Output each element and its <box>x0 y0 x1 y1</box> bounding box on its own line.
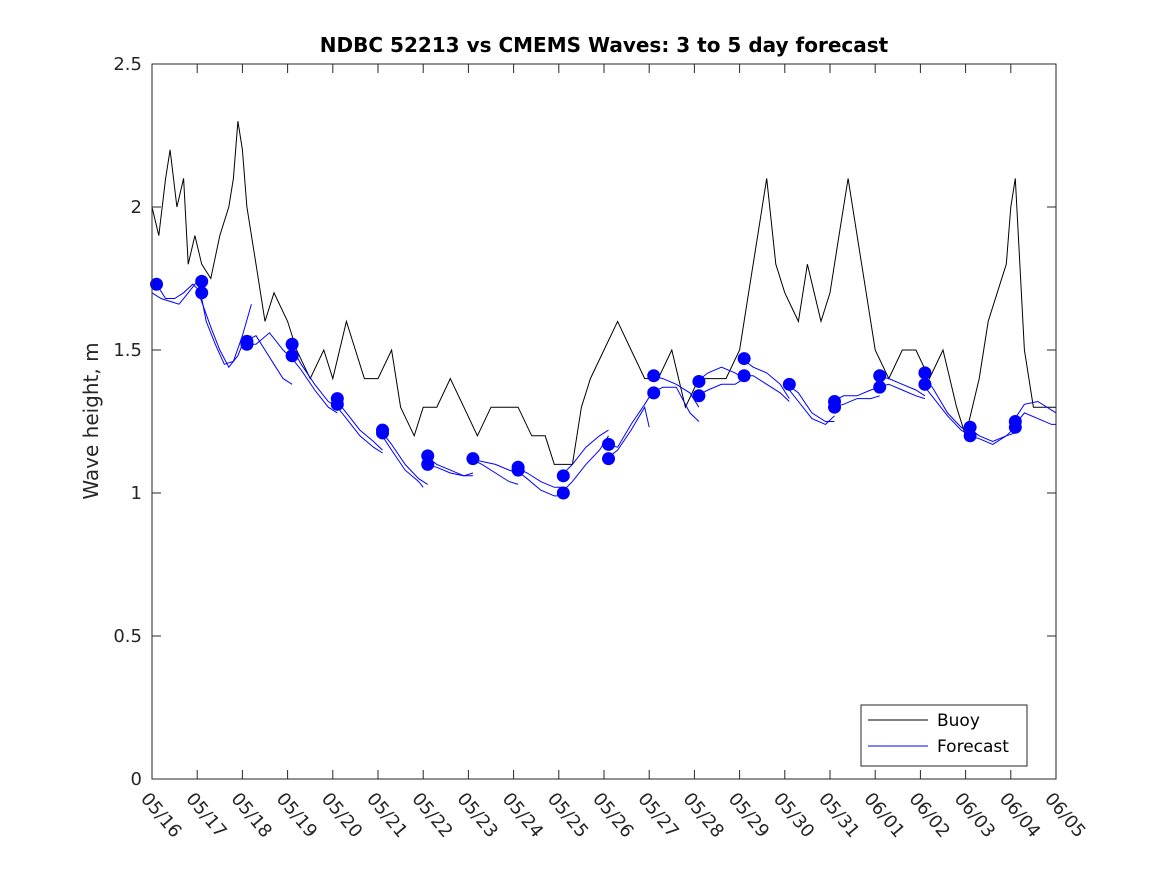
y-tick-label-2: 1 <box>131 483 142 504</box>
forecast-marker-21 <box>647 386 661 400</box>
forecast-line-2 <box>199 287 252 365</box>
x-tick-label-2: 05/18 <box>227 789 276 842</box>
forecast-marker-12 <box>421 457 435 471</box>
forecast-marker-1 <box>195 274 209 288</box>
x-tick-label-1: 05/17 <box>181 789 230 842</box>
forecast-line-15 <box>470 458 519 485</box>
x-tick-label-17: 06/02 <box>905 789 954 842</box>
forecast-line-7 <box>289 355 338 414</box>
series-line-buoy <box>151 121 1056 465</box>
forecast-marker-6 <box>285 349 299 363</box>
forecast-marker-15 <box>511 463 525 477</box>
forecast-marker-8 <box>330 397 344 411</box>
x-tick-label-5: 05/21 <box>362 789 411 842</box>
y-axis-ticks: 0 0.5 1 1.5 2 2.5 <box>113 54 1056 790</box>
x-tick-label-16: 06/01 <box>859 789 908 842</box>
x-tick-label-4: 05/20 <box>317 789 366 842</box>
forecast-line-18 <box>560 429 609 477</box>
forecast-marker-23 <box>692 389 706 403</box>
x-tick-label-19: 06/04 <box>995 789 1044 842</box>
forecast-marker-26 <box>782 377 796 391</box>
forecast-line-39 <box>1012 412 1056 428</box>
forecast-marker-4 <box>240 337 254 351</box>
forecast-marker-32 <box>918 377 932 391</box>
x-tick-label-15: 05/31 <box>814 789 863 842</box>
chart-title: NDBC 52213 vs CMEMS Waves: 3 to 5 day fo… <box>320 33 889 57</box>
forecast-line-10 <box>379 429 428 485</box>
forecast-marker-0 <box>150 277 164 291</box>
forecast-marker-28 <box>828 400 842 414</box>
x-tick-label-10: 05/26 <box>588 789 637 842</box>
x-tick-label-8: 05/24 <box>498 789 547 842</box>
forecast-marker-36 <box>1008 420 1022 434</box>
x-tick-label-11: 05/27 <box>633 789 682 842</box>
x-tick-label-12: 05/28 <box>679 789 728 842</box>
y-tick-label-3: 1.5 <box>113 340 142 361</box>
forecast-line-9 <box>334 403 383 454</box>
forecast-marker-29 <box>873 369 887 383</box>
x-tick-label-14: 05/30 <box>769 789 818 842</box>
x-tick-label-18: 06/03 <box>950 789 999 842</box>
forecast-marker-30 <box>873 380 887 394</box>
forecast-line-21 <box>605 405 650 460</box>
forecast-line-17 <box>515 469 564 497</box>
forecast-line-38 <box>1012 400 1057 422</box>
forecast-marker-17 <box>556 486 570 500</box>
forecast-line-11 <box>379 432 424 488</box>
plot-area <box>150 63 1057 780</box>
forecast-marker-24 <box>737 352 751 366</box>
plot-background <box>152 64 1056 779</box>
legend: Buoy Forecast <box>860 704 1028 767</box>
forecast-line-23 <box>651 386 700 422</box>
forecast-marker-2 <box>195 286 209 300</box>
forecast-marker-10 <box>376 426 390 440</box>
forecast-line-26 <box>741 358 790 399</box>
forecast-marker-22 <box>692 374 706 388</box>
legend-forecast-label: Forecast <box>937 737 1009 757</box>
x-tick-label-20: 06/05 <box>1040 789 1089 842</box>
forecast-marker-18 <box>602 437 616 451</box>
forecast-marker-31 <box>918 366 932 380</box>
forecast-marker-25 <box>737 369 751 383</box>
forecast-line-29 <box>786 386 835 425</box>
forecast-marker-5 <box>285 337 299 351</box>
x-tick-label-9: 05/25 <box>543 789 592 842</box>
x-tick-label-6: 05/22 <box>407 789 456 842</box>
x-tick-label-0: 05/16 <box>136 789 185 842</box>
x-tick-label-13: 05/29 <box>724 789 773 842</box>
x-tick-label-7: 05/23 <box>453 789 502 842</box>
forecast-marker-34 <box>963 429 977 443</box>
forecast-marker-19 <box>602 452 616 466</box>
forecast-line-8 <box>334 398 383 451</box>
forecast-line-1 <box>151 281 198 305</box>
y-axis-label: Wave height, m <box>79 342 103 499</box>
legend-buoy-label: Buoy <box>937 711 980 731</box>
forecast-line-35 <box>922 383 971 437</box>
y-tick-label-0: 0 <box>131 769 142 790</box>
y-tick-label-4: 2 <box>131 197 142 218</box>
legend-box <box>860 704 1028 767</box>
y-tick-label-5: 2.5 <box>113 54 142 75</box>
forecast-marker-20 <box>647 369 661 383</box>
x-tick-label-3: 05/19 <box>272 789 321 842</box>
forecast-marker-16 <box>556 469 570 483</box>
forecast-marker-13 <box>466 452 480 466</box>
y-tick-label-1: 0.5 <box>113 626 142 647</box>
forecast-line-25 <box>696 378 745 397</box>
forecast-line-4 <box>244 335 293 385</box>
